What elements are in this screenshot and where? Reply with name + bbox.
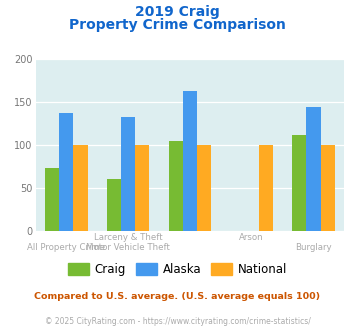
- Text: Larceny & Theft: Larceny & Theft: [94, 233, 163, 242]
- Bar: [45, 168, 59, 231]
- Bar: [321, 145, 335, 231]
- Bar: [306, 108, 321, 231]
- Text: Property Crime Comparison: Property Crime Comparison: [69, 18, 286, 32]
- Text: Compared to U.S. average. (U.S. average equals 100): Compared to U.S. average. (U.S. average …: [34, 292, 321, 301]
- Bar: [169, 141, 183, 231]
- Text: © 2025 CityRating.com - https://www.cityrating.com/crime-statistics/: © 2025 CityRating.com - https://www.city…: [45, 317, 310, 326]
- Text: Arson: Arson: [239, 233, 264, 242]
- Text: Burglary: Burglary: [295, 243, 332, 251]
- Bar: [183, 91, 197, 231]
- Bar: [135, 145, 149, 231]
- Text: Motor Vehicle Theft: Motor Vehicle Theft: [86, 243, 170, 251]
- Bar: [292, 135, 306, 231]
- Bar: [259, 145, 273, 231]
- Bar: [121, 117, 135, 231]
- Bar: [197, 145, 211, 231]
- Text: All Property Crime: All Property Crime: [27, 243, 105, 251]
- Bar: [73, 145, 88, 231]
- Legend: Craig, Alaska, National: Craig, Alaska, National: [63, 258, 292, 281]
- Bar: [107, 179, 121, 231]
- Bar: [59, 113, 73, 231]
- Text: 2019 Craig: 2019 Craig: [135, 5, 220, 19]
